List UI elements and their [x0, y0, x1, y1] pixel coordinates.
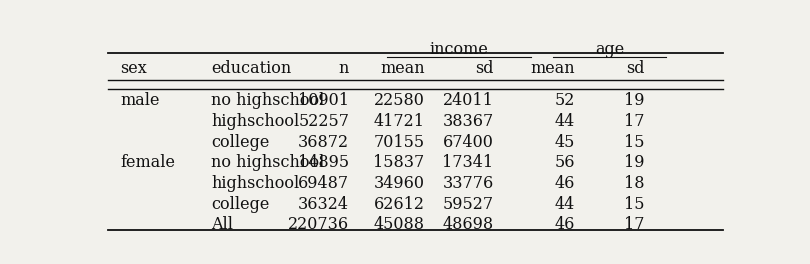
Text: mean: mean	[380, 60, 424, 77]
Text: 45: 45	[555, 134, 575, 151]
Text: 10901: 10901	[298, 92, 349, 109]
Text: 14895: 14895	[298, 154, 349, 171]
Text: age: age	[595, 41, 625, 58]
Text: n: n	[339, 60, 349, 77]
Text: male: male	[120, 92, 160, 109]
Text: sex: sex	[120, 60, 147, 77]
Text: sd: sd	[475, 60, 493, 77]
Text: 67400: 67400	[443, 134, 493, 151]
Text: 70155: 70155	[373, 134, 424, 151]
Text: 69487: 69487	[298, 175, 349, 192]
Text: 46: 46	[555, 216, 575, 233]
Text: 22580: 22580	[373, 92, 424, 109]
Text: 15: 15	[624, 196, 644, 213]
Text: 17341: 17341	[442, 154, 493, 171]
Text: 62612: 62612	[373, 196, 424, 213]
Text: 33776: 33776	[442, 175, 493, 192]
Text: 19: 19	[624, 92, 644, 109]
Text: college: college	[211, 196, 270, 213]
Text: 24011: 24011	[443, 92, 493, 109]
Text: sd: sd	[626, 60, 644, 77]
Text: college: college	[211, 134, 270, 151]
Text: no highschool: no highschool	[211, 92, 325, 109]
Text: 38367: 38367	[442, 113, 493, 130]
Text: 44: 44	[555, 113, 575, 130]
Text: 17: 17	[624, 216, 644, 233]
Text: 46: 46	[555, 175, 575, 192]
Text: All: All	[211, 216, 233, 233]
Text: 44: 44	[555, 196, 575, 213]
Text: 48698: 48698	[442, 216, 493, 233]
Text: 15837: 15837	[373, 154, 424, 171]
Text: mean: mean	[531, 60, 575, 77]
Text: no highschool: no highschool	[211, 154, 325, 171]
Text: 18: 18	[624, 175, 644, 192]
Text: 59527: 59527	[442, 196, 493, 213]
Text: 52: 52	[555, 92, 575, 109]
Text: 56: 56	[555, 154, 575, 171]
Text: 45088: 45088	[373, 216, 424, 233]
Text: highschool: highschool	[211, 175, 300, 192]
Text: 220736: 220736	[288, 216, 349, 233]
Text: female: female	[120, 154, 175, 171]
Text: 52257: 52257	[298, 113, 349, 130]
Text: 15: 15	[624, 134, 644, 151]
Text: 17: 17	[624, 113, 644, 130]
Text: 36324: 36324	[298, 196, 349, 213]
Text: 34960: 34960	[373, 175, 424, 192]
Text: 36872: 36872	[298, 134, 349, 151]
Text: 19: 19	[624, 154, 644, 171]
Text: education: education	[211, 60, 292, 77]
Text: 41721: 41721	[373, 113, 424, 130]
Text: income: income	[429, 41, 488, 58]
Text: highschool: highschool	[211, 113, 300, 130]
